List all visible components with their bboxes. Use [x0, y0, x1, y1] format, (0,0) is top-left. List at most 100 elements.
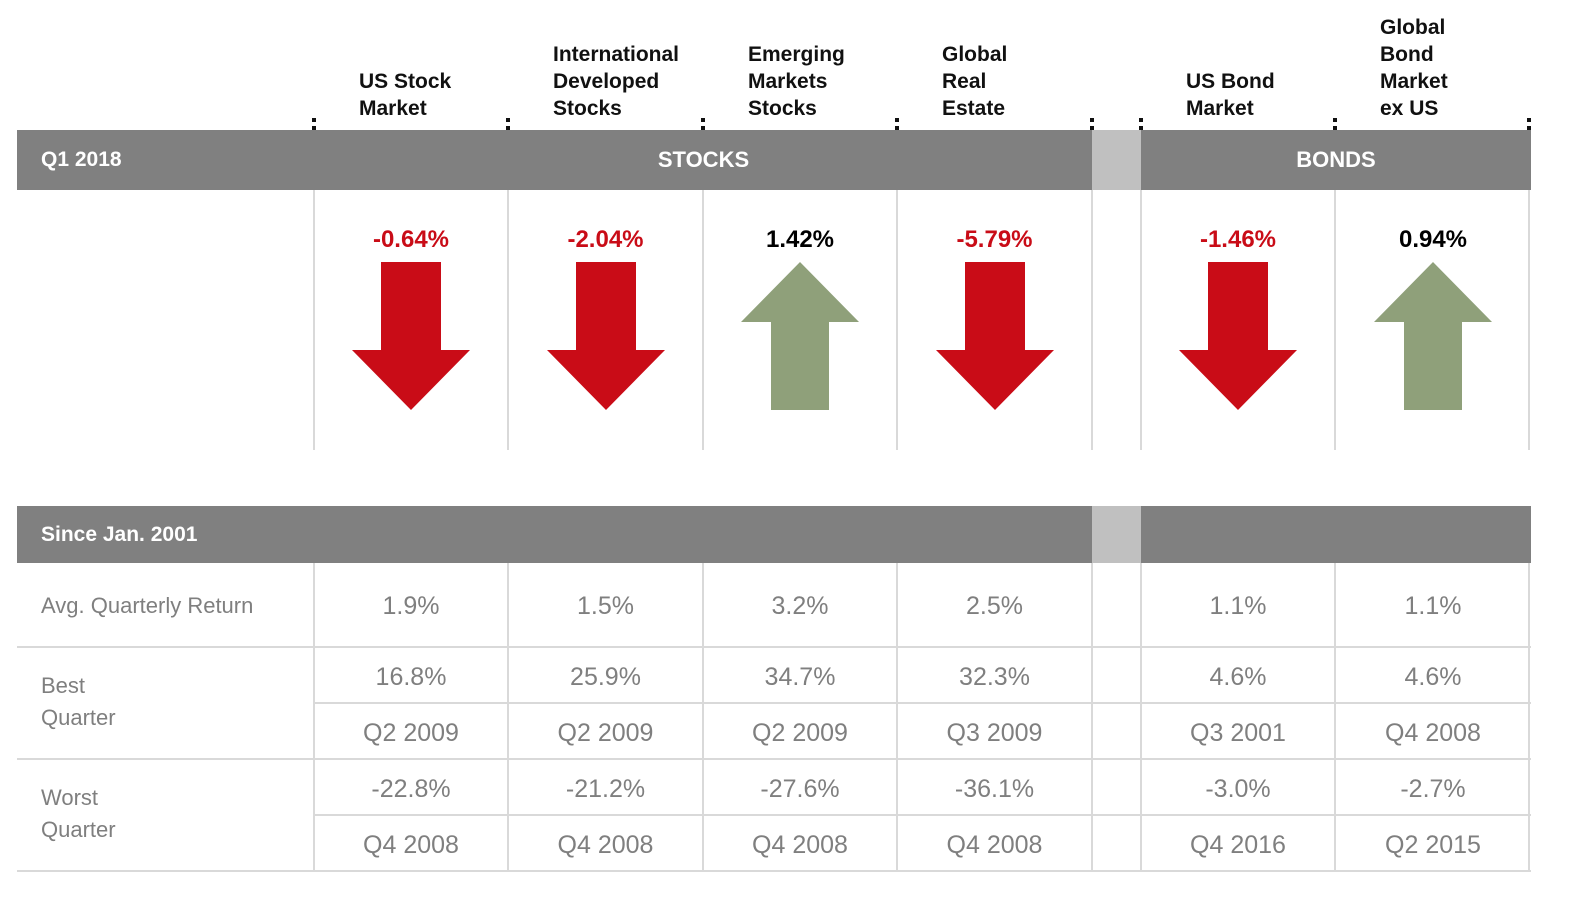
since-label: Since Jan. 2001 [41, 522, 198, 546]
q1-return-value: -5.79% [956, 226, 1033, 253]
avg-return-cell: 1.1% [1404, 591, 1462, 620]
down-arrow-icon [935, 262, 1054, 410]
row-divider [17, 870, 1531, 872]
column-divider [507, 190, 509, 450]
worst-quarter-cell: Q4 2008 [752, 830, 848, 859]
worst-quarter-cell: Q2 2015 [1385, 830, 1481, 859]
worst-return-cell: -22.8% [371, 774, 451, 803]
avg-return-cell: 3.2% [771, 591, 829, 620]
column-divider [1140, 190, 1142, 450]
up-arrow-icon [1374, 262, 1492, 410]
down-arrow-icon [1179, 262, 1297, 410]
best-return-cell: 32.3% [959, 662, 1030, 691]
best-return-cell: 25.9% [570, 662, 641, 691]
column-divider [896, 563, 898, 871]
best-return-cell: 4.6% [1404, 662, 1462, 691]
worst-return-cell: -27.6% [760, 774, 840, 803]
worst-quarter-cell: Q4 2008 [557, 830, 654, 859]
worst-return-cell: -21.2% [565, 774, 646, 803]
best-quarter-cell: Q4 2008 [1385, 718, 1481, 747]
group-gap-bottom [1092, 506, 1141, 563]
q1-return-value: -1.46% [1199, 226, 1277, 253]
down-arrow-shape [352, 262, 470, 410]
avg-return-cell: 1.9% [382, 591, 440, 620]
down-arrow-shape [935, 262, 1054, 410]
best-quarter-cell: Q2 2009 [752, 718, 848, 747]
column-header: Global Real Estate [942, 43, 1008, 120]
worst-return-cell: -2.7% [1400, 774, 1466, 803]
best-return-cell: 4.6% [1209, 662, 1267, 691]
up-arrow-icon [741, 262, 859, 410]
column-divider [702, 190, 704, 450]
header-separator-dot [895, 126, 899, 130]
column-divider [1528, 563, 1530, 871]
column-header: US Bond Market [1186, 70, 1275, 120]
header-separator-dot [1527, 118, 1531, 122]
header-separator-dot [506, 118, 510, 122]
column-divider [702, 563, 704, 871]
bonds-since-bar [1141, 506, 1531, 563]
down-arrow-icon [352, 262, 470, 410]
best-quarter-cell: Q2 2009 [363, 718, 459, 747]
column-header: International Developed Stocks [553, 43, 680, 120]
column-divider [313, 190, 315, 450]
header-separator-dot [701, 118, 705, 122]
q1-return-value: -0.64% [372, 226, 450, 253]
row-label-avg: Avg. Quarterly Return [41, 593, 254, 618]
column-header: US Stock Market [359, 70, 452, 120]
header-separator-dot [1333, 118, 1337, 122]
header-separator-dot [1527, 126, 1531, 130]
column-divider [1091, 190, 1093, 450]
row-divider [314, 814, 1531, 816]
column-divider [1334, 563, 1336, 871]
avg-return-cell: 1.1% [1209, 591, 1267, 620]
header-separator-dot [701, 126, 705, 130]
worst-return-cell: -36.1% [954, 774, 1035, 803]
best-return-cell: 16.8% [375, 662, 447, 691]
row-label-worst: Worst Quarter [41, 785, 116, 842]
row-divider [314, 702, 1531, 704]
best-quarter-cell: Q3 2009 [946, 718, 1043, 747]
header-separator-dot [312, 126, 316, 130]
best-return-cell: 34.7% [764, 662, 836, 691]
worst-quarter-cell: Q4 2008 [363, 830, 459, 859]
header-separator-dot [506, 126, 510, 130]
period-header-bar: Q1 2018 STOCKS [17, 130, 1092, 190]
avg-return-cell: 2.5% [966, 591, 1023, 620]
worst-return-cell: -3.0% [1205, 774, 1271, 803]
best-quarter-cell: Q3 2001 [1190, 718, 1286, 747]
down-arrow-shape [546, 262, 665, 410]
group-gap-top [1092, 130, 1141, 190]
column-divider [313, 563, 315, 871]
row-divider [17, 758, 1531, 760]
best-quarter-cell: Q2 2009 [557, 718, 654, 747]
column-divider [1140, 563, 1142, 871]
q1-return-value: -2.04% [567, 226, 644, 253]
worst-quarter-cell: Q4 2016 [1190, 830, 1286, 859]
header-separator-dot [1333, 126, 1337, 130]
header-separator-dot [1139, 118, 1143, 122]
row-label-best: Best Quarter [41, 673, 116, 730]
q1-return-value: 0.94% [1398, 226, 1468, 253]
column-divider [896, 190, 898, 450]
column-header: Emerging Markets Stocks [748, 43, 845, 120]
q1-return-value: 1.42% [765, 226, 835, 253]
header-separator-dot [1090, 126, 1094, 130]
header-separator-dot [895, 118, 899, 122]
bonds-header-bar: BONDS [1141, 130, 1531, 190]
row-divider [17, 646, 1531, 648]
down-arrow-icon [546, 262, 665, 410]
column-header: Global Bond Market ex US [1380, 16, 1448, 120]
worst-quarter-cell: Q4 2008 [946, 830, 1043, 859]
avg-return-cell: 1.5% [577, 591, 634, 620]
header-separator-dot [1139, 126, 1143, 130]
period-label: Q1 2018 [41, 148, 122, 171]
up-arrow-shape [741, 262, 859, 410]
header-separator-dot [1090, 118, 1094, 122]
since-header-bar: Since Jan. 2001 [17, 506, 1092, 563]
down-arrow-shape [1179, 262, 1297, 410]
column-divider [507, 563, 509, 871]
up-arrow-shape [1374, 262, 1492, 410]
header-separator-dot [312, 118, 316, 122]
column-divider [1528, 190, 1530, 450]
